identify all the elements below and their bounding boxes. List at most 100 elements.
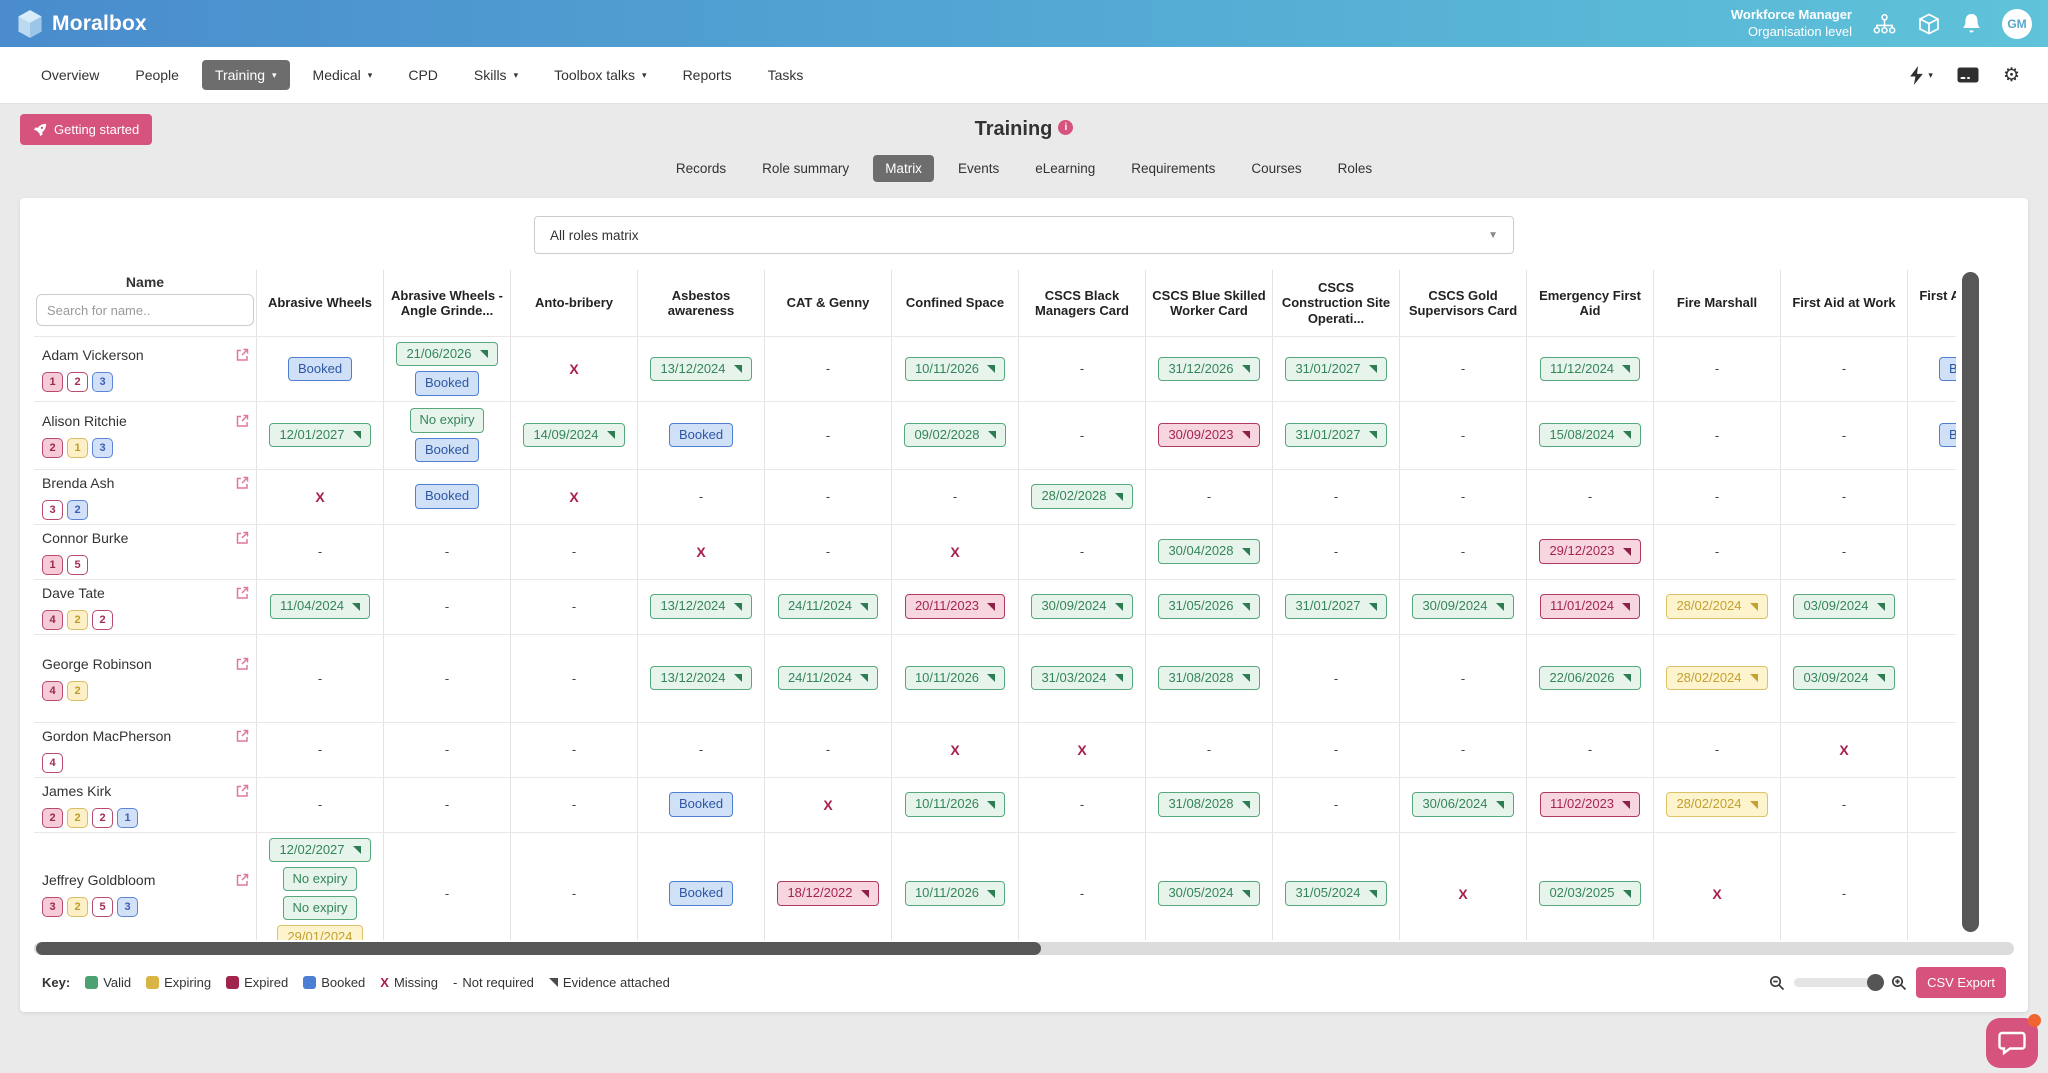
record-pill[interactable]: 24/11/2024 bbox=[777, 665, 879, 691]
settings-gear-icon[interactable]: ⚙ bbox=[2002, 64, 2020, 86]
record-pill[interactable]: 10/11/2026 bbox=[904, 665, 1006, 691]
roles-matrix-select[interactable]: All roles matrix ▼ bbox=[534, 216, 1514, 254]
record-pill[interactable]: 31/01/2027 bbox=[1285, 594, 1387, 619]
tab-records[interactable]: Records bbox=[675, 161, 727, 176]
info-icon[interactable]: i bbox=[1058, 120, 1074, 135]
record-pill[interactable]: No expiry bbox=[409, 408, 485, 433]
tab-events[interactable]: Events bbox=[957, 161, 1000, 176]
open-profile-icon[interactable] bbox=[234, 530, 250, 551]
record-pill[interactable]: Booked bbox=[1938, 356, 1956, 381]
record-pill[interactable]: 28/02/2024 bbox=[1666, 594, 1768, 619]
record-pill[interactable]: 15/08/2024 bbox=[1539, 422, 1641, 448]
record-pill[interactable]: 29/01/2024 bbox=[277, 925, 363, 940]
record-pill[interactable]: Booked bbox=[668, 792, 734, 817]
tab-matrix[interactable]: Matrix bbox=[873, 155, 934, 182]
record-pill[interactable]: 20/11/2023 bbox=[904, 594, 1006, 619]
record-pill[interactable]: 30/04/2028 bbox=[1158, 539, 1260, 564]
record-pill[interactable]: 11/02/2023 bbox=[1539, 792, 1641, 817]
record-pill[interactable]: 28/02/2024 bbox=[1666, 792, 1768, 817]
nav-item-reports[interactable]: Reports bbox=[670, 60, 745, 90]
record-pill[interactable]: Booked bbox=[414, 371, 480, 396]
record-pill[interactable]: 31/08/2028 bbox=[1158, 792, 1260, 817]
open-profile-icon[interactable] bbox=[234, 475, 250, 496]
record-pill[interactable]: 31/08/2028 bbox=[1158, 665, 1260, 691]
record-pill[interactable]: 12/02/2027 bbox=[269, 837, 371, 862]
record-pill[interactable]: 28/02/2024 bbox=[1666, 665, 1768, 691]
record-pill[interactable]: 31/01/2027 bbox=[1285, 422, 1387, 448]
record-pill[interactable]: Booked bbox=[414, 484, 480, 509]
open-profile-icon[interactable] bbox=[234, 783, 250, 804]
search-input[interactable] bbox=[36, 294, 254, 326]
nav-item-people[interactable]: People bbox=[122, 60, 192, 90]
record-pill[interactable]: No expiry bbox=[282, 866, 358, 891]
nav-item-cpd[interactable]: CPD bbox=[395, 60, 451, 90]
nav-item-toolbox-talks[interactable]: Toolbox talks ▾ bbox=[541, 60, 659, 90]
chat-widget-button[interactable] bbox=[1986, 1014, 2041, 1068]
record-pill[interactable]: 21/06/2026 bbox=[396, 342, 498, 367]
record-pill[interactable]: 31/03/2024 bbox=[1031, 665, 1133, 691]
record-pill[interactable]: 11/04/2024 bbox=[269, 594, 371, 619]
record-pill[interactable]: 29/12/2023 bbox=[1539, 539, 1641, 564]
record-pill[interactable]: 12/01/2027 bbox=[269, 422, 371, 448]
open-profile-icon[interactable] bbox=[234, 347, 250, 368]
hierarchy-icon[interactable] bbox=[1872, 13, 1897, 35]
record-pill[interactable]: Booked bbox=[668, 422, 734, 448]
record-pill[interactable]: 28/02/2028 bbox=[1031, 484, 1133, 509]
csv-export-button[interactable]: CSV Export bbox=[1916, 967, 2006, 998]
horizontal-scrollbar-thumb[interactable] bbox=[36, 942, 1041, 955]
tab-elearning[interactable]: eLearning bbox=[1035, 161, 1096, 176]
nav-item-training[interactable]: Training ▾ bbox=[201, 60, 290, 90]
zoom-slider-knob[interactable] bbox=[1867, 974, 1885, 991]
record-pill[interactable]: 31/05/2024 bbox=[1285, 881, 1387, 906]
record-pill[interactable]: 31/05/2026 bbox=[1158, 594, 1260, 619]
nav-item-tasks[interactable]: Tasks bbox=[755, 60, 817, 90]
record-pill[interactable]: 13/12/2024 bbox=[650, 665, 752, 691]
tab-courses[interactable]: Courses bbox=[1251, 161, 1302, 176]
zoom-out-icon[interactable] bbox=[1769, 975, 1785, 991]
record-pill[interactable]: 31/12/2026 bbox=[1158, 356, 1260, 381]
record-pill[interactable]: 03/09/2024 bbox=[1793, 665, 1895, 691]
record-pill[interactable]: 30/05/2024 bbox=[1158, 881, 1260, 906]
record-pill[interactable]: 09/02/2028 bbox=[904, 422, 1006, 448]
record-pill[interactable]: 31/01/2027 bbox=[1285, 356, 1387, 381]
open-profile-icon[interactable] bbox=[234, 656, 250, 677]
record-pill[interactable]: Booked bbox=[1938, 422, 1956, 448]
vertical-scrollbar[interactable] bbox=[1962, 272, 1979, 932]
open-profile-icon[interactable] bbox=[234, 728, 250, 749]
tab-role-summary[interactable]: Role summary bbox=[762, 161, 850, 176]
record-pill[interactable]: 02/03/2025 bbox=[1539, 881, 1641, 906]
zoom-slider[interactable] bbox=[1794, 974, 1885, 991]
tab-roles[interactable]: Roles bbox=[1337, 161, 1373, 176]
open-profile-icon[interactable] bbox=[234, 585, 250, 606]
card-icon[interactable] bbox=[1957, 67, 1979, 83]
record-pill[interactable]: 14/09/2024 bbox=[523, 422, 625, 448]
open-profile-icon[interactable] bbox=[234, 413, 250, 434]
record-pill[interactable]: 24/11/2024 bbox=[777, 594, 879, 619]
record-pill[interactable]: 13/12/2024 bbox=[650, 594, 752, 619]
zoom-in-icon[interactable] bbox=[1891, 975, 1907, 991]
record-pill[interactable]: 30/09/2024 bbox=[1031, 594, 1133, 619]
tab-requirements[interactable]: Requirements bbox=[1131, 161, 1216, 176]
record-pill[interactable]: 11/12/2024 bbox=[1539, 356, 1641, 381]
nav-item-medical[interactable]: Medical ▾ bbox=[300, 60, 386, 90]
open-profile-icon[interactable] bbox=[234, 872, 250, 893]
record-pill[interactable]: Booked bbox=[414, 437, 480, 462]
record-pill[interactable]: 18/12/2022 bbox=[777, 881, 879, 906]
notifications-icon[interactable] bbox=[1961, 12, 1982, 35]
record-pill[interactable]: 22/06/2026 bbox=[1539, 665, 1641, 691]
record-pill[interactable]: 10/11/2026 bbox=[904, 356, 1006, 381]
record-pill[interactable]: 11/01/2024 bbox=[1539, 594, 1641, 619]
record-pill[interactable]: No expiry bbox=[282, 896, 358, 921]
record-pill[interactable]: 03/09/2024 bbox=[1793, 594, 1895, 619]
box-icon[interactable] bbox=[1917, 12, 1941, 36]
record-pill[interactable]: 30/09/2024 bbox=[1412, 594, 1514, 619]
quick-actions-icon[interactable]: ▾ bbox=[1909, 65, 1933, 85]
record-pill[interactable]: 30/09/2023 bbox=[1158, 422, 1260, 448]
nav-item-skills[interactable]: Skills ▾ bbox=[461, 60, 531, 90]
logo[interactable]: Moralbox bbox=[16, 9, 147, 39]
record-pill[interactable]: 10/11/2026 bbox=[904, 792, 1006, 817]
record-pill[interactable]: Booked bbox=[287, 356, 353, 381]
record-pill[interactable]: Booked bbox=[668, 881, 734, 906]
record-pill[interactable]: 13/12/2024 bbox=[650, 356, 752, 381]
nav-item-overview[interactable]: Overview bbox=[28, 60, 112, 90]
